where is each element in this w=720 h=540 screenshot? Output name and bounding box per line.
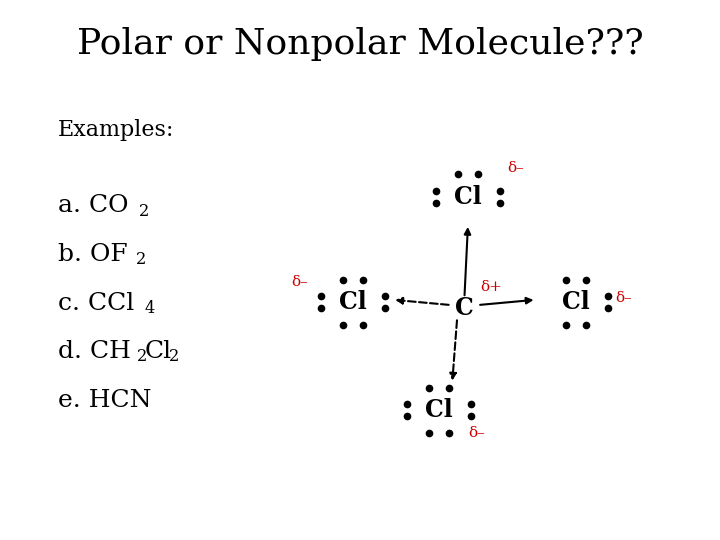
Text: Cl: Cl xyxy=(145,340,172,363)
Text: 4: 4 xyxy=(145,300,155,316)
Text: δ+: δ+ xyxy=(480,280,502,294)
Text: δ–: δ– xyxy=(508,161,524,176)
Text: d. CH: d. CH xyxy=(58,340,130,363)
Text: δ–: δ– xyxy=(616,291,632,305)
Text: 2: 2 xyxy=(136,251,146,268)
Text: Cl: Cl xyxy=(426,399,453,422)
Text: Cl: Cl xyxy=(339,291,366,314)
Text: b. OF: b. OF xyxy=(58,243,127,266)
Text: 2: 2 xyxy=(137,348,147,365)
Text: Polar or Nonpolar Molecule???: Polar or Nonpolar Molecule??? xyxy=(77,27,643,61)
Text: Cl: Cl xyxy=(454,185,482,209)
Text: C: C xyxy=(455,296,474,320)
Text: a. CO: a. CO xyxy=(58,194,128,218)
Text: δ–: δ– xyxy=(468,426,485,440)
Text: Cl: Cl xyxy=(562,291,590,314)
Text: e. HCN: e. HCN xyxy=(58,389,151,412)
Text: c. CCl: c. CCl xyxy=(58,292,134,315)
Text: 2: 2 xyxy=(168,348,179,365)
Text: δ–: δ– xyxy=(292,275,308,289)
Text: 2: 2 xyxy=(139,202,149,219)
Text: Examples:: Examples: xyxy=(58,119,174,141)
